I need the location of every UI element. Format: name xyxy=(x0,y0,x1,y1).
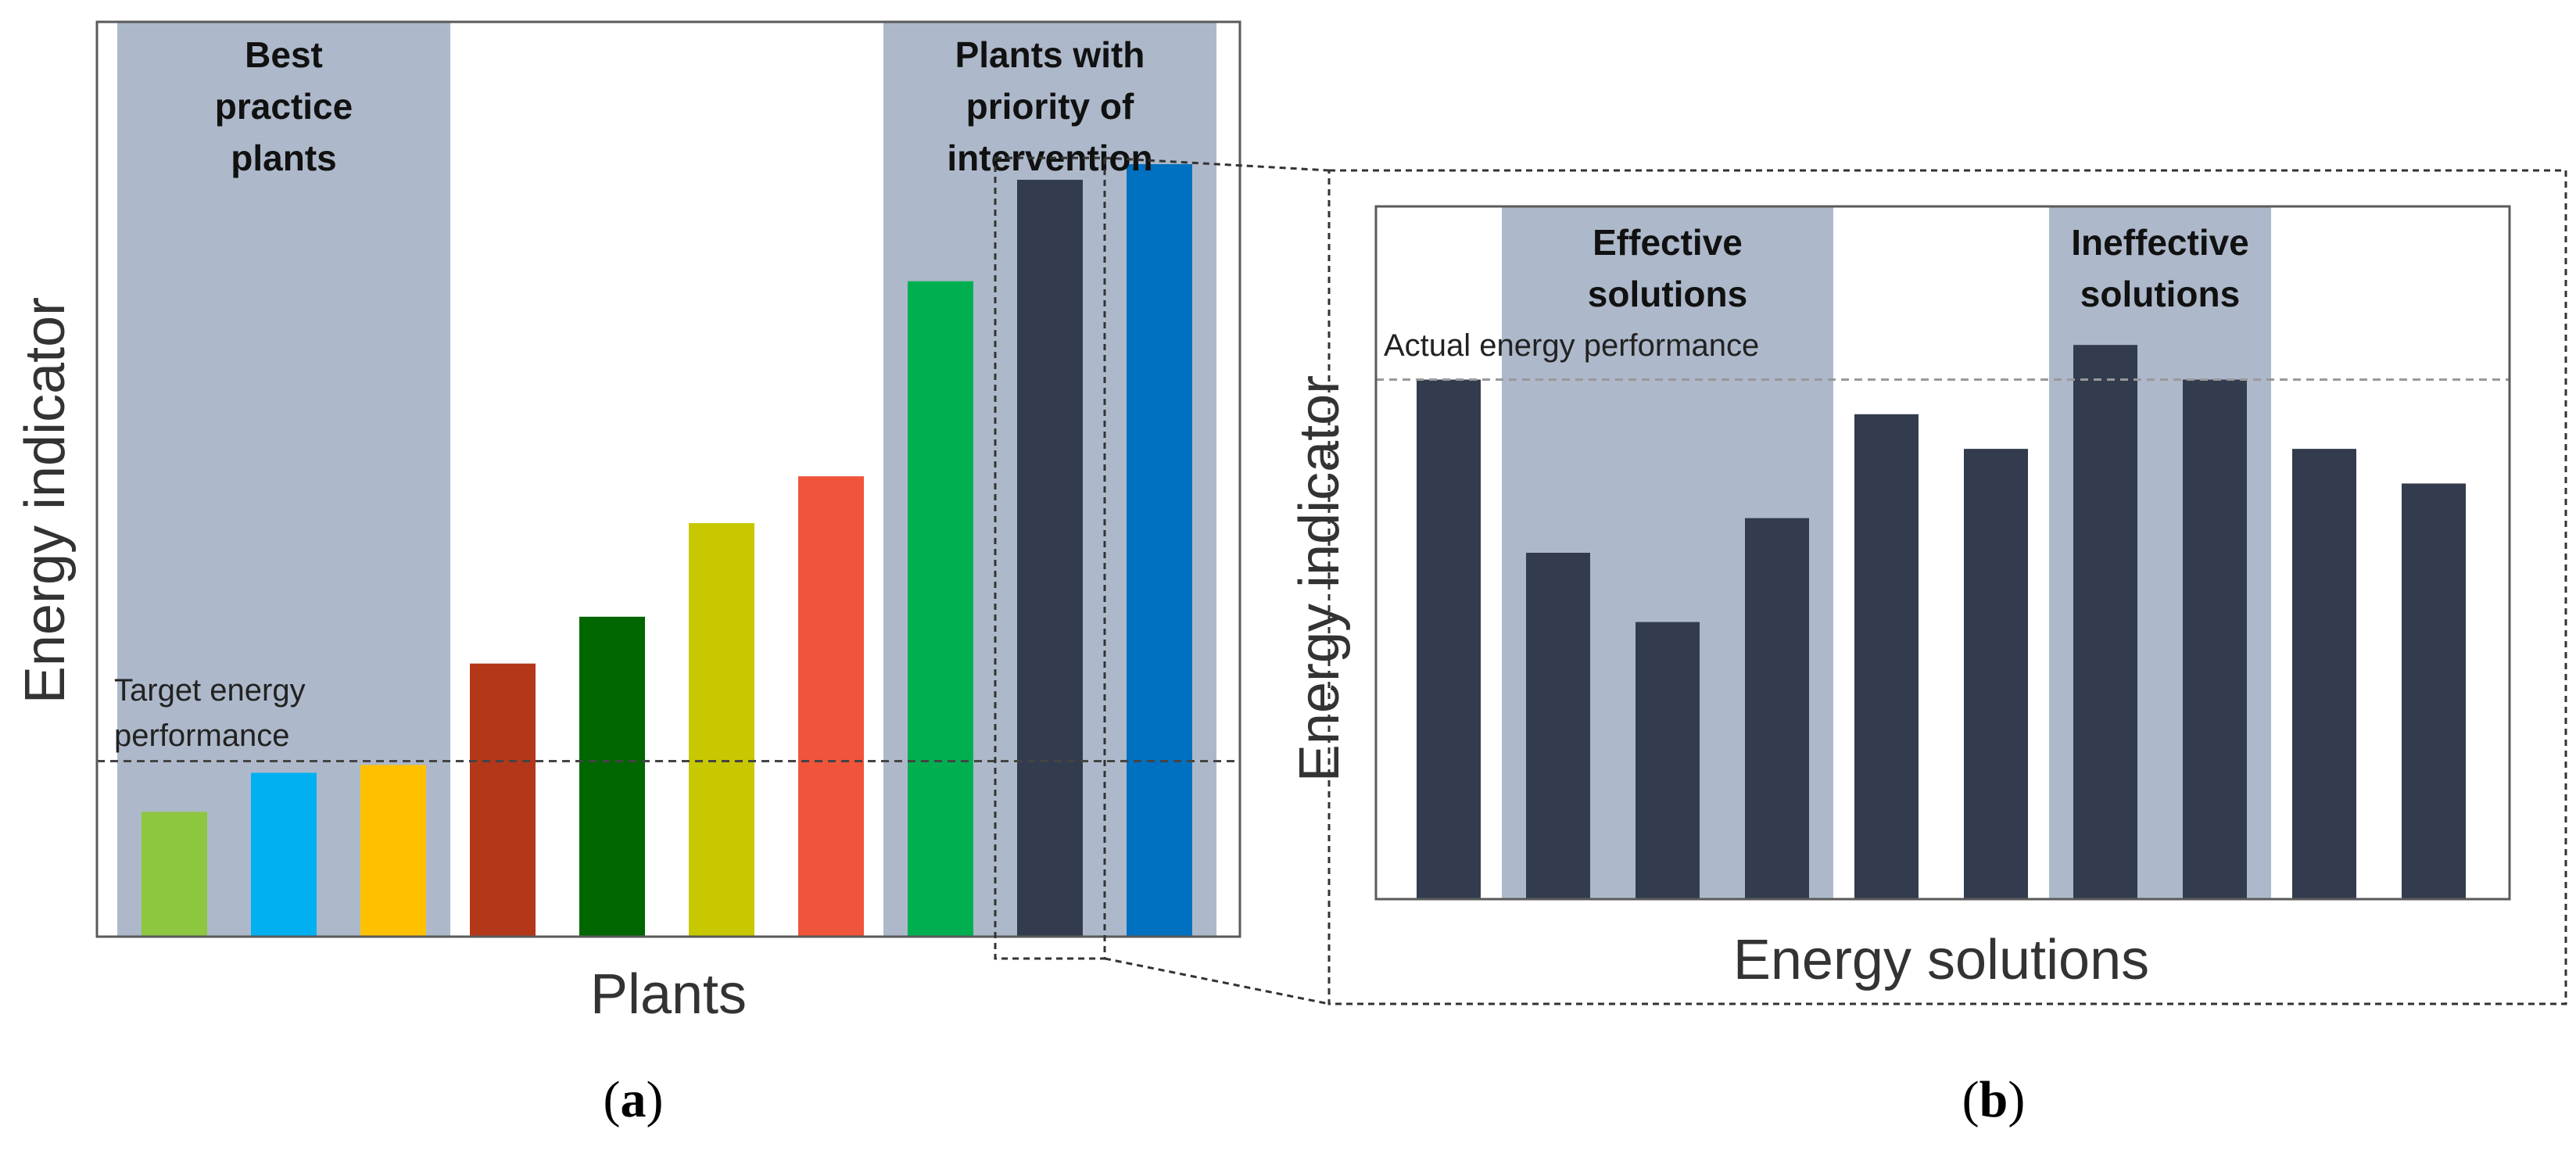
panel-a-bar-1 xyxy=(142,812,207,937)
panel-b-bar-6 xyxy=(1964,449,2028,899)
panel-a-bar-5 xyxy=(579,616,645,937)
panel-b-bar-3 xyxy=(1636,622,1700,899)
panel-b-bar-5 xyxy=(1854,414,1919,899)
zoom-panel-box xyxy=(1327,169,2567,1005)
panel-b-region-1-label-line-1: Effective xyxy=(1593,222,1743,263)
zoom-connector-bottom xyxy=(1104,957,1330,1005)
panel-a-bar-4 xyxy=(470,663,536,937)
panel-b-reference-label-line-1: Actual energy performance xyxy=(1384,328,1759,363)
panel-b-bar-8 xyxy=(2183,379,2247,899)
panel-a-bar-7 xyxy=(798,476,864,937)
panel-b-region-2-label-line-2: solutions xyxy=(2080,274,2240,314)
panel-a-y-axis-label: Energy indicator xyxy=(14,297,77,704)
panel-b-bar-2 xyxy=(1526,553,1590,899)
panel-b-y-axis-label: Energy indicator xyxy=(1288,375,1351,782)
zoom-highlight-box xyxy=(994,156,1106,960)
panel-b-caption: (b) xyxy=(1962,1071,2026,1128)
panel-b-x-axis-label: Energy solutions xyxy=(1733,929,2149,991)
panel-a-reference-label-line-1: Target energy xyxy=(114,673,306,708)
panel-a-region-2-label-line-1: Plants with xyxy=(955,34,1145,75)
panel-a-bar-2 xyxy=(251,772,317,937)
panel-a-region-1-label-line-1: Best xyxy=(245,34,323,75)
panel-a-bar-3 xyxy=(360,765,426,937)
panel-b-region-1-label-line-2: solutions xyxy=(1588,274,1747,314)
zoom-connector-top xyxy=(1104,156,1330,172)
panel-a-region-1-label-line-2: practice xyxy=(215,86,353,127)
panel-a: Best practice plants Plants with priority of… xyxy=(14,20,1241,1128)
panel-b-bar-4 xyxy=(1745,518,1809,899)
panel-b-bar-7 xyxy=(2073,345,2137,899)
zoom-connectors xyxy=(994,156,2567,1005)
panel-b-bar-9 xyxy=(2292,449,2356,899)
panel-a-reference-label-line-2: performance xyxy=(114,719,290,753)
panel-a-bar-9 xyxy=(1017,179,1083,937)
panel-a-caption: (a) xyxy=(604,1071,664,1128)
panel-a-bar-6 xyxy=(689,523,754,937)
panel-b-bar-10 xyxy=(2402,483,2466,899)
panel-b-bar-1 xyxy=(1417,379,1481,899)
panel-b-region-2-label-line-1: Ineffective xyxy=(2071,222,2249,263)
panel-a-x-axis-label: Plants xyxy=(590,963,747,1026)
panel-a-region-2-label-line-2: priority of xyxy=(966,86,1134,127)
panel-b: Effective solutions Ineffective solutions Ac… xyxy=(1288,205,2511,1128)
panel-a-frame xyxy=(95,20,1241,938)
panel-a-bar-8 xyxy=(908,281,973,937)
panel-b-frame xyxy=(1374,205,2511,901)
panel-a-bar-10 xyxy=(1127,163,1192,937)
panel-a-region-1-label-line-3: plants xyxy=(231,138,336,178)
